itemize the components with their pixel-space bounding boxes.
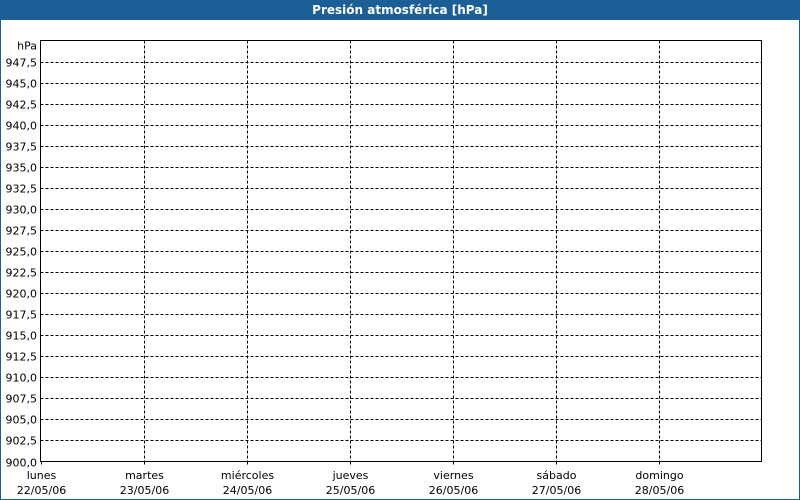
x-tick-date: 24/05/06 — [223, 484, 272, 497]
x-tick-date: 26/05/06 — [429, 484, 478, 497]
y-axis-unit: hPa — [17, 40, 37, 53]
y-tick-label: 912,5 — [6, 351, 38, 364]
x-tick-day: miércoles — [221, 469, 274, 482]
x-tick-day: lunes — [27, 469, 57, 482]
y-tick-label: 945,0 — [6, 78, 38, 91]
x-tick-date: 23/05/06 — [120, 484, 169, 497]
y-tick-label: 905,0 — [6, 414, 38, 427]
y-tick-label: 915,0 — [6, 330, 38, 343]
y-tick-label: 927,5 — [6, 225, 38, 238]
x-tick-date: 27/05/06 — [532, 484, 581, 497]
y-tick-label: 942,5 — [6, 99, 38, 112]
x-tick-day: jueves — [332, 469, 369, 482]
y-tick-label: 910,0 — [6, 372, 38, 385]
y-tick-label: 937,5 — [6, 141, 38, 154]
x-tick-day: martes — [125, 469, 164, 482]
y-tick-label: 947,5 — [6, 57, 38, 70]
y-tick-label: 940,0 — [6, 120, 38, 133]
x-tick-date: 22/05/06 — [17, 484, 66, 497]
plot-area-border — [40, 40, 762, 462]
y-tick-label: 900,0 — [6, 457, 38, 470]
y-tick-label: 932,5 — [6, 183, 38, 196]
y-tick-label: 922,5 — [6, 267, 38, 280]
chart-title: Presión atmosférica [hPa] — [0, 0, 800, 20]
y-tick-label: 935,0 — [6, 162, 38, 175]
y-tick-label: 902,5 — [6, 435, 38, 448]
x-tick-day: viernes — [433, 469, 473, 482]
y-tick-label: 920,0 — [6, 288, 38, 301]
x-tick-day: sábado — [537, 469, 577, 482]
x-tick-day: domingo — [635, 469, 683, 482]
x-tick-date: 28/05/06 — [635, 484, 684, 497]
y-tick-label: 930,0 — [6, 204, 38, 217]
y-tick-label: 925,0 — [6, 246, 38, 259]
x-tick-date: 25/05/06 — [326, 484, 375, 497]
y-tick-label: 907,5 — [6, 393, 38, 406]
y-tick-label: 917,5 — [6, 309, 38, 322]
